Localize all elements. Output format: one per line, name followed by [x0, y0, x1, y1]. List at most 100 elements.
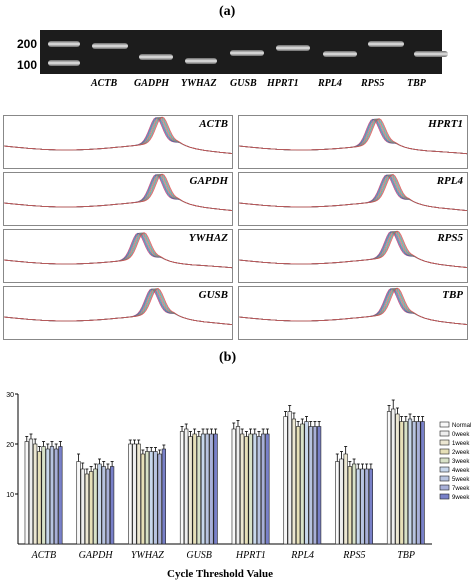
gel-band-rpl4	[323, 51, 357, 57]
melt-trace	[239, 287, 467, 325]
bar	[351, 463, 357, 545]
bar	[296, 426, 301, 545]
bar	[97, 463, 102, 545]
bar	[144, 451, 150, 545]
bar	[317, 426, 322, 545]
bar	[101, 466, 106, 545]
melt-curve-plot	[4, 116, 232, 154]
melt-trace	[239, 230, 467, 268]
gel-band-ywhaz	[185, 58, 217, 64]
melt-curve-plot	[239, 118, 467, 155]
melt-curve-gusb: GUSB	[3, 286, 233, 340]
bar	[24, 441, 29, 545]
bar	[248, 433, 253, 545]
chart-bars	[24, 399, 425, 545]
legend-swatch	[439, 439, 450, 446]
bar	[184, 428, 189, 545]
melt-trace	[239, 230, 467, 268]
bar	[54, 448, 59, 545]
lane-label-tbp: TBP	[407, 78, 426, 89]
bar	[196, 436, 201, 545]
bar	[157, 453, 162, 545]
bar	[407, 418, 413, 545]
melt-trace	[239, 287, 467, 325]
lane-label-hprt1: HPRT1	[267, 78, 299, 89]
category-label: RPL4	[290, 550, 314, 561]
category-label: TBP	[397, 550, 415, 561]
bar	[33, 443, 38, 545]
melt-curve-hprt1: HPRT1	[238, 115, 468, 169]
bar	[244, 436, 249, 545]
melt-curve-plot	[239, 287, 467, 325]
bar	[308, 426, 313, 545]
melt-trace	[239, 118, 467, 155]
bar	[192, 433, 197, 545]
bar	[213, 433, 218, 545]
bar	[140, 453, 145, 545]
melt-trace	[4, 117, 232, 154]
bar	[252, 433, 257, 545]
bar	[93, 468, 98, 545]
bar	[45, 448, 50, 545]
bar	[110, 466, 115, 545]
y-tick-label: 20	[6, 442, 14, 449]
melt-trace	[4, 117, 232, 154]
panel-b-label: (b)	[219, 350, 237, 365]
gel-band-hprt1	[276, 45, 310, 51]
melt-trace	[239, 287, 467, 325]
melt-curve-title: TBP	[442, 289, 463, 301]
panel-a-label: (a)	[219, 4, 236, 19]
bar	[356, 468, 361, 545]
y-tick-label: 10	[6, 492, 14, 499]
bar	[89, 471, 94, 545]
category-label: ACTB	[31, 550, 56, 561]
lane-label-actb: ACTB	[91, 78, 118, 89]
ladder-band-100	[48, 60, 80, 66]
legend-label: 2week	[452, 450, 470, 456]
melt-curve-plot	[4, 287, 232, 325]
ct-bar-chart: 10 20 30 ACTB GAPDH YWHAZ GUSB HPRT1 RPL4 RPS5 TB…	[6, 392, 471, 580]
bar	[360, 468, 365, 545]
bar	[28, 438, 34, 545]
melt-trace	[4, 287, 232, 325]
bar	[205, 433, 210, 545]
bar	[395, 413, 400, 545]
gel-band-rps5	[368, 41, 404, 47]
melt-curve-title: GUSB	[198, 289, 228, 301]
lane-label-ywhaz: YWHAZ	[181, 78, 217, 89]
bar	[200, 433, 206, 545]
melt-curve-plot	[239, 173, 467, 211]
melt-trace	[239, 231, 467, 268]
ladder-label-200: 200	[17, 37, 38, 51]
bar	[37, 451, 42, 545]
category-label: GUSB	[186, 550, 212, 561]
legend-swatch	[439, 421, 450, 428]
legend-label: 1week	[452, 441, 470, 447]
chart-category-labels: ACTB GAPDH YWHAZ GUSB HPRT1 RPL4 RPS5 TBP	[31, 550, 415, 561]
bar	[132, 443, 137, 545]
legend-swatch	[439, 475, 450, 482]
bar	[179, 431, 185, 545]
bar	[84, 473, 90, 545]
y-tick-label: 30	[6, 392, 14, 399]
ladder-label-100: 100	[17, 58, 38, 72]
melt-trace	[4, 116, 232, 154]
bar	[76, 461, 81, 545]
legend-label: 3week	[452, 459, 470, 465]
bar	[128, 443, 133, 545]
bar	[343, 453, 348, 545]
melt-trace	[239, 230, 467, 268]
bar	[391, 408, 396, 545]
gel-band-gusb	[230, 50, 264, 56]
melt-curve-actb: ACTB	[3, 115, 233, 169]
legend-label: 9week	[452, 495, 470, 501]
melt-trace	[239, 174, 467, 211]
legend-swatch	[439, 448, 450, 455]
legend-label: 5week	[452, 477, 470, 483]
ladder-band-200	[48, 41, 80, 47]
bar	[364, 468, 369, 545]
bar	[399, 421, 404, 545]
melt-curve-plot	[4, 173, 232, 211]
bar	[149, 451, 154, 545]
bar	[312, 426, 318, 545]
